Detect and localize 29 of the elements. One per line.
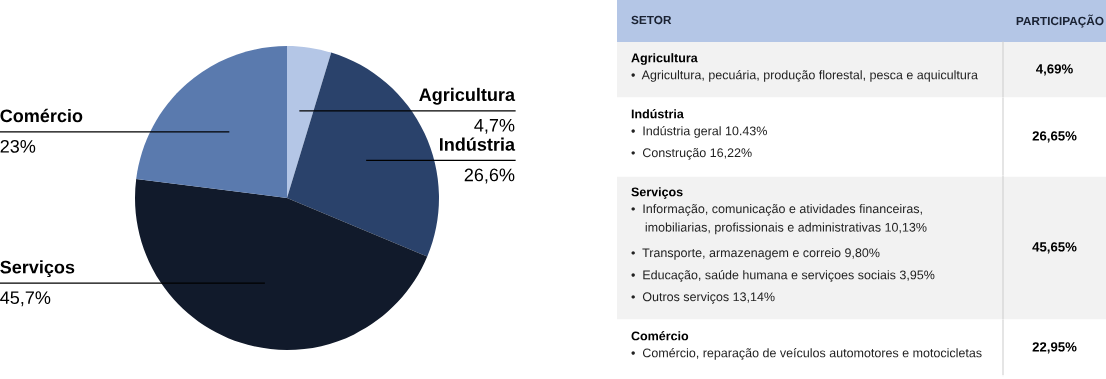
slice-label: Serviços [0,260,75,278]
text: 22,95% [1032,342,1077,354]
text: • Indústria geral 10.43% [631,126,767,138]
text: • Outros serviços 13,14% [631,292,775,304]
pie-slice [136,46,287,198]
text: PARTICIPAÇÃO [1016,14,1104,28]
data-label: 23% [0,139,36,153]
text: • Construção 16,22% [631,148,752,160]
text: SETOR [631,15,672,25]
category-label: Comércio [631,331,689,341]
slice-label: Indústria [439,137,516,151]
pie-slice [287,46,332,198]
text: 45,65% [1032,242,1077,254]
text: • Agricultura, pecuária, produção florestal, pesca e aquicultura [631,70,978,82]
slice-label: Comércio [0,108,83,123]
text: • Transporte, armazenagem e correio 9,80% [631,248,880,260]
category-label: Serviços [631,187,683,199]
text: • Educação, saúde humana e serviçoes sociais 3,95% [631,270,935,282]
text: 4,69% [1035,64,1073,76]
data-label: 45,7% [0,291,51,307]
data-label: 26,6% [464,168,515,184]
text: • Informação, comunicação e atividades financeiras, imobiliarias, profissionais e administrativas 10,13% [631,204,927,235]
category-label: Agricultura [631,53,698,65]
slice-label: Agricultura [419,87,516,105]
pie-slice [135,178,428,350]
data-label: 4,7% [474,118,515,134]
category-label: Indústria [631,109,684,119]
text: 26,65% [1032,131,1077,143]
text: • Comércio, reparação de veículos automotores e motocicletas [631,348,982,360]
